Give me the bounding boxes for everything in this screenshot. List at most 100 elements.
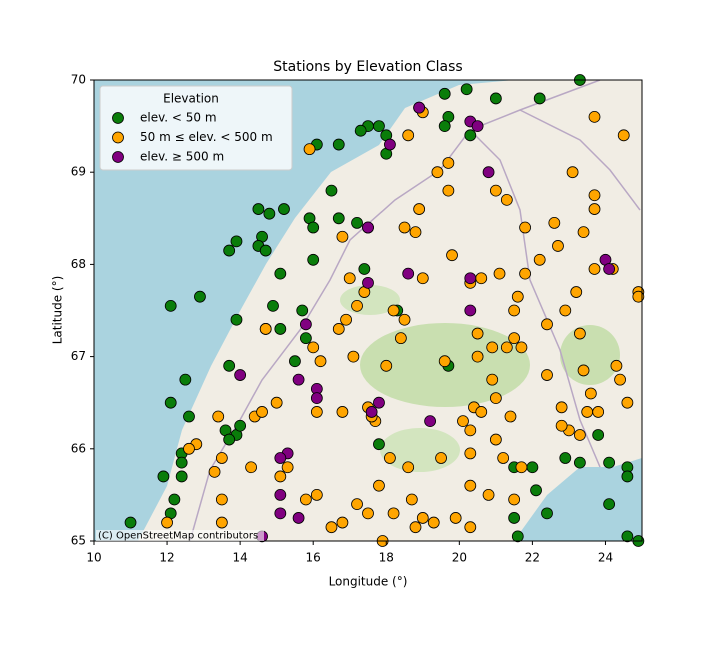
- station-point: [461, 84, 472, 95]
- station-point: [487, 374, 498, 385]
- legend-marker: [113, 152, 124, 163]
- station-point: [567, 167, 578, 178]
- station-point: [618, 130, 629, 141]
- station-point: [509, 512, 520, 523]
- station-point: [483, 167, 494, 178]
- station-point: [417, 273, 428, 284]
- station-point: [406, 494, 417, 505]
- y-tick-label: 65: [71, 534, 86, 548]
- station-point: [443, 157, 454, 168]
- station-point: [315, 356, 326, 367]
- station-point: [158, 471, 169, 482]
- station-point: [604, 264, 615, 275]
- station-point: [436, 453, 447, 464]
- station-point: [289, 356, 300, 367]
- station-point: [194, 291, 205, 302]
- station-point: [348, 351, 359, 362]
- station-point: [183, 411, 194, 422]
- station-point: [162, 517, 173, 528]
- station-point: [275, 323, 286, 334]
- station-point: [300, 333, 311, 344]
- station-point: [542, 508, 553, 519]
- station-point: [373, 397, 384, 408]
- station-point: [344, 273, 355, 284]
- station-point: [275, 489, 286, 500]
- station-point: [542, 370, 553, 381]
- station-point: [231, 314, 242, 325]
- station-point: [384, 453, 395, 464]
- station-point: [571, 287, 582, 298]
- station-point: [352, 300, 363, 311]
- station-point: [611, 360, 622, 371]
- station-point: [363, 508, 374, 519]
- station-point: [257, 406, 268, 417]
- legend-label: elev. < 50 m: [140, 111, 217, 125]
- station-point: [388, 305, 399, 316]
- station-point: [260, 245, 271, 256]
- station-point: [490, 393, 501, 404]
- station-point: [341, 314, 352, 325]
- station-point: [381, 360, 392, 371]
- station-point: [414, 102, 425, 113]
- station-point: [472, 351, 483, 362]
- station-point: [505, 411, 516, 422]
- station-point: [578, 227, 589, 238]
- x-tick-label: 12: [159, 551, 174, 565]
- station-point: [363, 277, 374, 288]
- station-point: [494, 268, 505, 279]
- station-point: [308, 342, 319, 353]
- station-point: [516, 342, 527, 353]
- station-point: [399, 222, 410, 233]
- station-point: [520, 268, 531, 279]
- station-point: [410, 227, 421, 238]
- station-point: [465, 448, 476, 459]
- station-point: [337, 231, 348, 242]
- station-point: [337, 406, 348, 417]
- station-point: [512, 291, 523, 302]
- station-point: [125, 517, 136, 528]
- station-point: [311, 393, 322, 404]
- station-point: [260, 323, 271, 334]
- station-point: [384, 139, 395, 150]
- station-point: [593, 429, 604, 440]
- station-point: [366, 406, 377, 417]
- legend-label: 50 m ≤ elev. < 500 m: [140, 130, 273, 144]
- station-point: [465, 522, 476, 533]
- station-point: [209, 466, 220, 477]
- station-point: [487, 342, 498, 353]
- station-point: [410, 522, 421, 533]
- station-point: [560, 453, 571, 464]
- station-point: [403, 130, 414, 141]
- station-point: [224, 245, 235, 256]
- station-point: [501, 342, 512, 353]
- x-tick-label: 24: [598, 551, 613, 565]
- station-point: [373, 121, 384, 132]
- station-point: [465, 305, 476, 316]
- station-point: [490, 434, 501, 445]
- station-point: [403, 268, 414, 279]
- station-point: [253, 204, 264, 215]
- station-point: [472, 121, 483, 132]
- station-point: [333, 213, 344, 224]
- station-point: [483, 489, 494, 500]
- station-point: [432, 167, 443, 178]
- station-point: [278, 204, 289, 215]
- park: [380, 428, 460, 472]
- y-tick-label: 67: [71, 349, 86, 363]
- station-point: [498, 453, 509, 464]
- station-point: [604, 457, 615, 468]
- station-point: [311, 489, 322, 500]
- station-point: [304, 144, 315, 155]
- station-point: [585, 388, 596, 399]
- chart: (C) OpenStreetMap contributors Stations …: [0, 0, 708, 656]
- station-point: [465, 480, 476, 491]
- station-point: [176, 457, 187, 468]
- station-point: [516, 462, 527, 473]
- x-tick-label: 14: [232, 551, 247, 565]
- station-point: [574, 429, 585, 440]
- station-point: [224, 434, 235, 445]
- x-tick-label: 22: [525, 551, 540, 565]
- station-point: [490, 93, 501, 104]
- station-point: [560, 305, 571, 316]
- station-point: [395, 333, 406, 344]
